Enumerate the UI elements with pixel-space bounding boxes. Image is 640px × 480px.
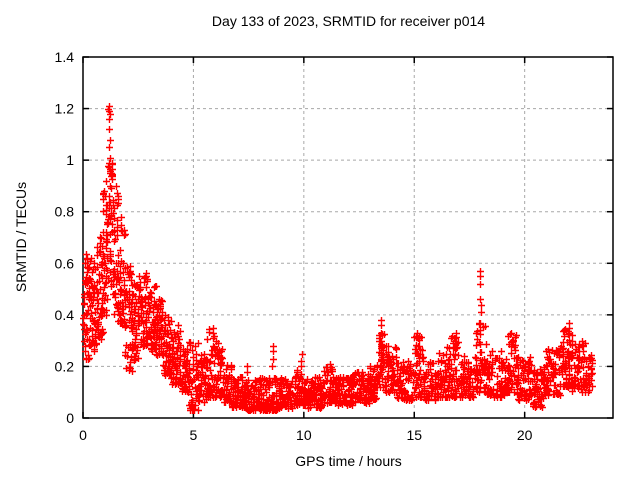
y-tick-label: 1	[66, 152, 74, 168]
x-tick-label: 5	[190, 427, 198, 443]
y-axis-title: SRMTID / TECUs	[13, 181, 29, 293]
chart-title: Day 133 of 2023, SRMTID for receiver p01…	[211, 13, 486, 29]
y-tick-label: 0.8	[55, 204, 75, 220]
x-tick-label: 15	[406, 427, 422, 443]
y-tick-label: 0.6	[55, 255, 75, 271]
x-axis-title: GPS time / hours	[295, 453, 402, 469]
plot-border	[82, 56, 614, 419]
x-tick-label: 0	[79, 427, 87, 443]
y-tick-label: 0	[66, 410, 74, 426]
x-tick-label: 20	[517, 427, 533, 443]
scatter-points	[80, 103, 596, 414]
y-tick-label: 0.2	[55, 358, 75, 374]
y-tick-label: 1.2	[55, 101, 75, 117]
y-tick-label: 1.4	[55, 49, 75, 65]
x-tick-label: 10	[296, 427, 312, 443]
y-tick-label: 0.4	[55, 307, 75, 323]
